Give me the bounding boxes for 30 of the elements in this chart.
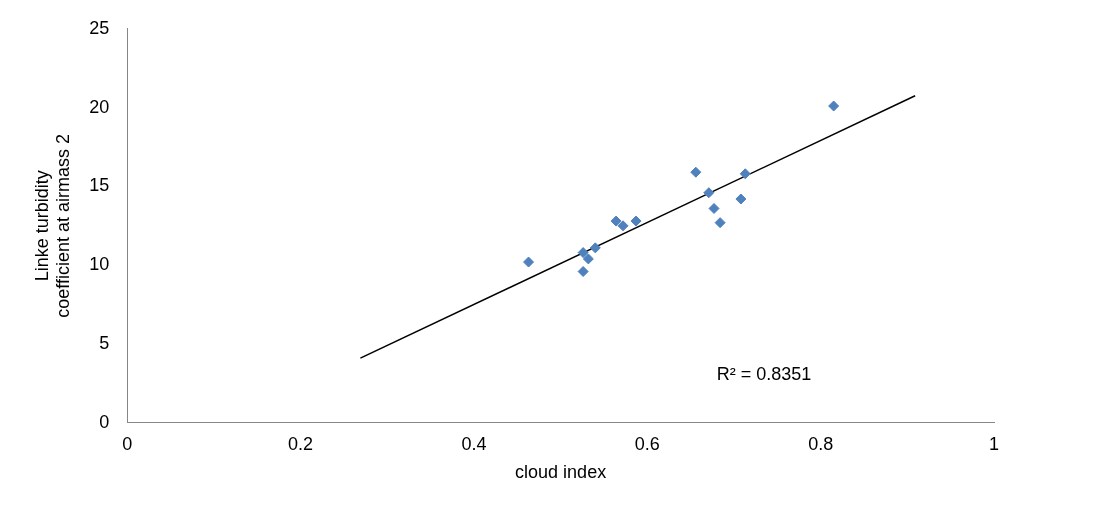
- point: [523, 256, 535, 268]
- y-axis-title: Linke turbidity coefficient at airmass 2: [31, 133, 74, 318]
- point: [589, 242, 601, 254]
- x-tick-label: 0: [122, 433, 133, 454]
- x-tick-label: 0.4: [461, 433, 487, 454]
- point: [690, 166, 702, 178]
- point: [708, 202, 720, 214]
- x-tick-label: 1: [988, 433, 1000, 454]
- x-tick-label: 0.2: [288, 433, 314, 454]
- annotation: R² = 0.8351: [716, 364, 812, 385]
- point: [610, 215, 622, 227]
- point: [577, 247, 589, 259]
- y-tick-label: 10: [89, 254, 110, 275]
- y-tick-label: 15: [89, 175, 110, 196]
- x-tick-label: 0.8: [808, 433, 834, 454]
- point: [714, 217, 726, 229]
- y-tick-label: 25: [89, 17, 110, 38]
- point: [703, 187, 715, 199]
- y-tick-label: 0: [99, 411, 110, 432]
- point: [828, 100, 840, 112]
- x-axis-title: cloud index: [515, 462, 607, 483]
- point: [582, 253, 594, 265]
- point: [739, 168, 751, 180]
- point: [577, 266, 589, 277]
- x-tick-label: 0.6: [634, 433, 660, 454]
- y-tick-label: 5: [99, 332, 110, 353]
- point: [630, 215, 642, 227]
- point: [735, 193, 747, 205]
- point: [617, 220, 629, 232]
- y-tick-label: 20: [89, 96, 110, 117]
